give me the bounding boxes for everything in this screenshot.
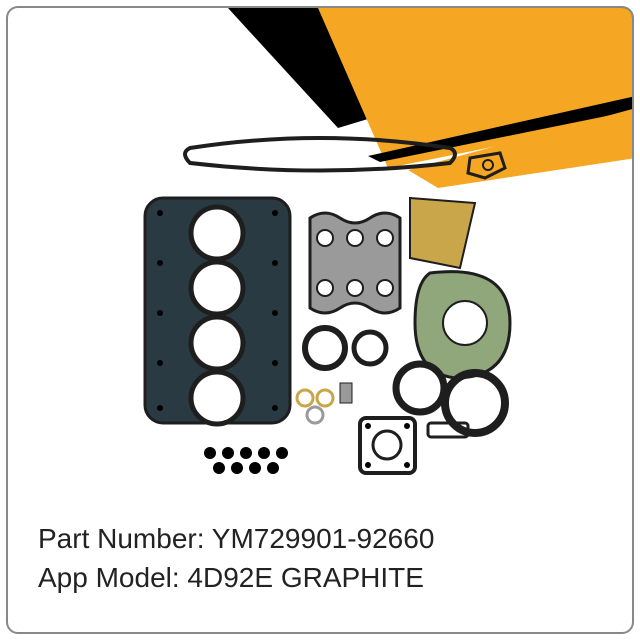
app-model-label: App Model:: [38, 562, 187, 593]
app-model-value: 4D92E GRAPHITE: [187, 562, 424, 593]
gasket-kit-illustration: [110, 123, 530, 493]
part-number-line: Part Number: YM729901-92660: [38, 519, 602, 558]
product-image: [110, 123, 530, 493]
part-number-value: YM729901-92660: [212, 523, 435, 554]
part-number-label: Part Number:: [38, 523, 212, 554]
app-model-line: App Model: 4D92E GRAPHITE: [38, 558, 602, 597]
product-card: Part Number: YM729901-92660 App Model: 4…: [6, 6, 634, 634]
product-info: Part Number: YM729901-92660 App Model: 4…: [38, 519, 602, 597]
